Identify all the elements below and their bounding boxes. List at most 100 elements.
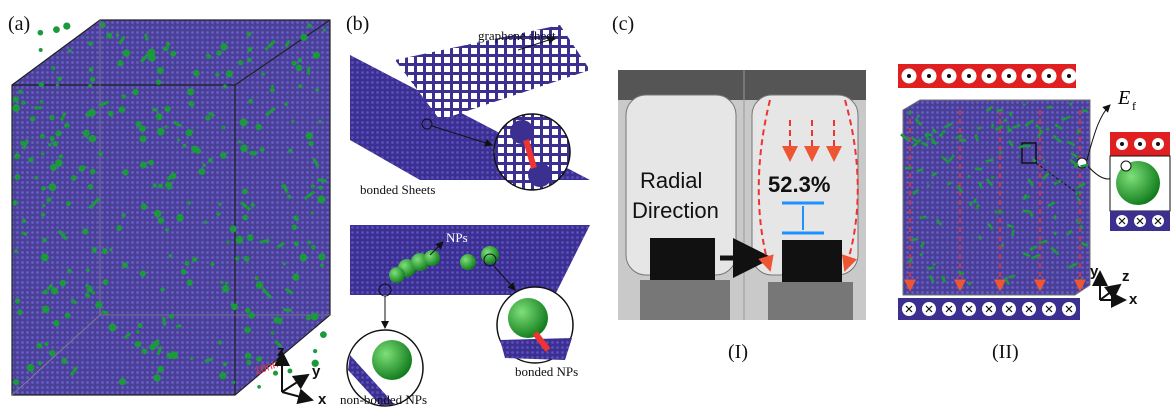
decoration bbox=[44, 342, 48, 346]
decoration bbox=[1007, 74, 1011, 78]
decoration bbox=[119, 106, 126, 113]
decoration bbox=[223, 85, 227, 89]
decoration bbox=[42, 306, 50, 314]
decoration bbox=[247, 47, 252, 52]
simulation-box bbox=[12, 20, 330, 395]
decoration bbox=[121, 213, 125, 217]
axis-label: y bbox=[1090, 263, 1099, 280]
decoration bbox=[123, 49, 130, 56]
decoration bbox=[98, 151, 103, 156]
decoration bbox=[55, 159, 63, 167]
decoration bbox=[1054, 232, 1056, 234]
decoration bbox=[222, 285, 230, 293]
decoration bbox=[39, 48, 43, 52]
decoration bbox=[190, 130, 194, 134]
decoration bbox=[57, 76, 62, 81]
decoration bbox=[187, 279, 193, 285]
decoration bbox=[86, 268, 90, 272]
decoration bbox=[323, 29, 326, 32]
decoration bbox=[997, 110, 1003, 111]
decoration bbox=[970, 202, 971, 206]
decoration bbox=[156, 339, 160, 343]
decoration bbox=[139, 135, 146, 142]
decoration bbox=[210, 262, 214, 266]
decoration bbox=[64, 123, 69, 128]
decoration bbox=[220, 152, 227, 159]
decoration bbox=[1027, 74, 1031, 78]
decoration bbox=[39, 82, 44, 87]
decoration bbox=[165, 228, 169, 232]
decoration bbox=[199, 168, 206, 175]
decoration bbox=[1012, 230, 1014, 236]
decoration bbox=[187, 88, 194, 95]
decoration bbox=[247, 32, 252, 37]
decoration bbox=[295, 217, 299, 221]
decoration bbox=[1047, 74, 1051, 78]
decoration bbox=[176, 214, 184, 222]
decoration bbox=[83, 166, 86, 169]
decoration bbox=[202, 164, 205, 167]
decoration bbox=[152, 109, 157, 110]
decoration bbox=[307, 241, 311, 245]
decoration bbox=[191, 145, 198, 152]
decoration bbox=[219, 372, 226, 379]
decoration bbox=[969, 282, 971, 285]
decoration bbox=[136, 330, 139, 333]
decoration bbox=[88, 41, 93, 46]
decoration bbox=[318, 186, 322, 190]
decoration bbox=[242, 189, 248, 195]
decoration bbox=[1004, 119, 1007, 121]
panel-label: (b) bbox=[346, 13, 369, 35]
decoration bbox=[318, 120, 321, 123]
decoration bbox=[220, 43, 227, 50]
decoration bbox=[43, 290, 47, 294]
decoration bbox=[90, 169, 96, 175]
decoration bbox=[49, 350, 55, 356]
decoration bbox=[313, 52, 320, 59]
decoration bbox=[53, 26, 60, 33]
decoration bbox=[260, 147, 265, 152]
decoration bbox=[230, 225, 237, 232]
decoration bbox=[1138, 142, 1142, 146]
decoration bbox=[235, 256, 239, 260]
decoration bbox=[1080, 165, 1088, 167]
decoration bbox=[311, 211, 314, 214]
decoration bbox=[187, 201, 191, 205]
decoration bbox=[138, 323, 143, 328]
decoration bbox=[218, 203, 221, 206]
decoration bbox=[226, 70, 233, 77]
decoration bbox=[925, 134, 932, 135]
decoration bbox=[271, 85, 274, 88]
decoration bbox=[158, 183, 163, 188]
decoration bbox=[12, 200, 17, 205]
decoration bbox=[67, 269, 71, 273]
decoration bbox=[208, 158, 212, 162]
decoration bbox=[968, 175, 969, 177]
decoration bbox=[100, 22, 105, 27]
decoration bbox=[193, 70, 200, 77]
decoration bbox=[164, 106, 170, 112]
decoration bbox=[34, 176, 38, 180]
decoration bbox=[22, 219, 26, 223]
decoration bbox=[232, 381, 235, 384]
decoration bbox=[65, 313, 71, 319]
axis-label: x bbox=[318, 391, 327, 408]
decoration bbox=[317, 179, 326, 181]
decoration bbox=[163, 47, 167, 51]
decoration bbox=[248, 99, 253, 104]
decoration bbox=[205, 115, 210, 120]
decoration bbox=[976, 135, 978, 141]
decoration bbox=[14, 249, 17, 252]
decoration bbox=[311, 313, 319, 321]
photo-text: 52.3% bbox=[768, 172, 830, 197]
decoration bbox=[247, 234, 254, 241]
decoration bbox=[317, 195, 325, 203]
decoration bbox=[41, 213, 45, 217]
decoration bbox=[1046, 129, 1049, 130]
decoration bbox=[292, 61, 297, 66]
decoration bbox=[148, 160, 154, 166]
decoration bbox=[249, 151, 253, 155]
decoration bbox=[992, 124, 993, 128]
decoration bbox=[170, 351, 178, 359]
decoration bbox=[135, 341, 142, 348]
